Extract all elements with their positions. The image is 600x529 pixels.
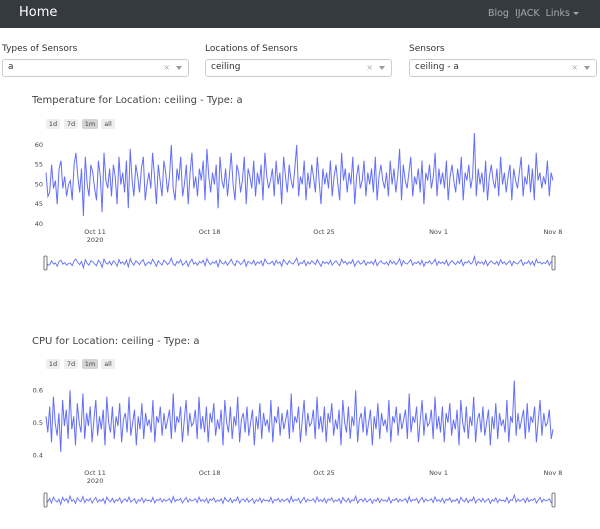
range-button-1m[interactable]: 1m <box>82 359 98 369</box>
range-slider-left-handle[interactable] <box>43 492 48 508</box>
y-tick-label: 0.4 <box>33 451 43 459</box>
sensor-type-label: Types of Sensors <box>2 44 78 54</box>
range-slider-line <box>45 254 554 270</box>
x-tick-label: 2020 <box>87 236 104 244</box>
home-link[interactable]: Home <box>19 5 58 20</box>
clear-icon[interactable]: × <box>366 63 373 72</box>
range-slider-line <box>45 493 554 506</box>
range-button-1m[interactable]: 1m <box>82 119 98 129</box>
x-tick-label: Oct 18 <box>199 469 221 477</box>
sensor-location-label: Locations of Sensors <box>205 44 298 54</box>
range-slider-right-handle[interactable] <box>551 255 556 271</box>
temperature-chart-title: Temperature for Location: ceiling - Type… <box>32 95 243 106</box>
x-tick-label: Nov 8 <box>544 228 563 236</box>
x-tick-label: Oct 11 <box>84 228 106 236</box>
clear-icon[interactable]: × <box>163 63 170 72</box>
nav-links-dropdown[interactable]: Links <box>546 8 579 19</box>
x-tick-label: Oct 25 <box>313 228 335 236</box>
range-button-all[interactable]: all <box>101 359 115 369</box>
chevron-down-icon[interactable] <box>379 65 385 70</box>
y-tick-label: 50 <box>35 180 43 188</box>
range-button-1d[interactable]: 1d <box>46 119 60 129</box>
y-tick-label: 60 <box>35 141 43 149</box>
x-tick-label: Nov 1 <box>429 228 448 236</box>
sensor-location-value: ceiling <box>211 62 241 72</box>
range-button-all[interactable]: all <box>101 119 115 129</box>
y-tick-label: 40 <box>35 220 43 228</box>
cpu-chart-title: CPU for Location: ceiling - Type: a <box>32 336 200 347</box>
clear-icon[interactable]: × <box>571 63 578 72</box>
x-tick-label: Oct 25 <box>313 469 335 477</box>
nav-links: Blog IJACK Links <box>488 8 579 19</box>
x-tick-label: 2020 <box>87 477 104 485</box>
y-tick-label: 0.5 <box>33 419 43 427</box>
x-tick-label: Oct 11 <box>84 469 106 477</box>
nav-links-label: Links <box>545 8 570 19</box>
y-tick-label: 55 <box>35 161 43 169</box>
range-slider-right-handle[interactable] <box>551 492 556 508</box>
chevron-down-icon <box>573 12 579 15</box>
series-line <box>45 132 554 217</box>
sensor-select[interactable]: ceiling - a × <box>409 59 597 77</box>
y-tick-label: 45 <box>35 200 43 208</box>
sensor-type-select[interactable]: a × <box>2 59 189 77</box>
range-slider-left-handle[interactable] <box>43 255 48 271</box>
sensor-type-value: a <box>8 62 14 72</box>
x-tick-label: Oct 18 <box>199 228 221 236</box>
range-slider[interactable] <box>46 257 553 269</box>
sensor-location-select[interactable]: ceiling × <box>205 59 392 77</box>
x-tick-label: Nov 1 <box>429 469 448 477</box>
range-button-7d[interactable]: 7d <box>64 119 78 129</box>
range-button-1d[interactable]: 1d <box>46 359 60 369</box>
chevron-down-icon[interactable] <box>176 65 182 70</box>
navbar: Home Blog IJACK Links <box>0 0 600 28</box>
nav-link-blog[interactable]: Blog <box>487 8 509 19</box>
sensor-label: Sensors <box>409 44 445 54</box>
nav-link-ijack[interactable]: IJACK <box>514 8 540 19</box>
chevron-down-icon[interactable] <box>584 65 590 70</box>
sensor-value: ceiling - a <box>415 62 459 72</box>
y-tick-label: 0.6 <box>33 386 43 394</box>
range-button-7d[interactable]: 7d <box>64 359 78 369</box>
series-line <box>45 380 554 453</box>
x-tick-label: Nov 8 <box>544 469 563 477</box>
